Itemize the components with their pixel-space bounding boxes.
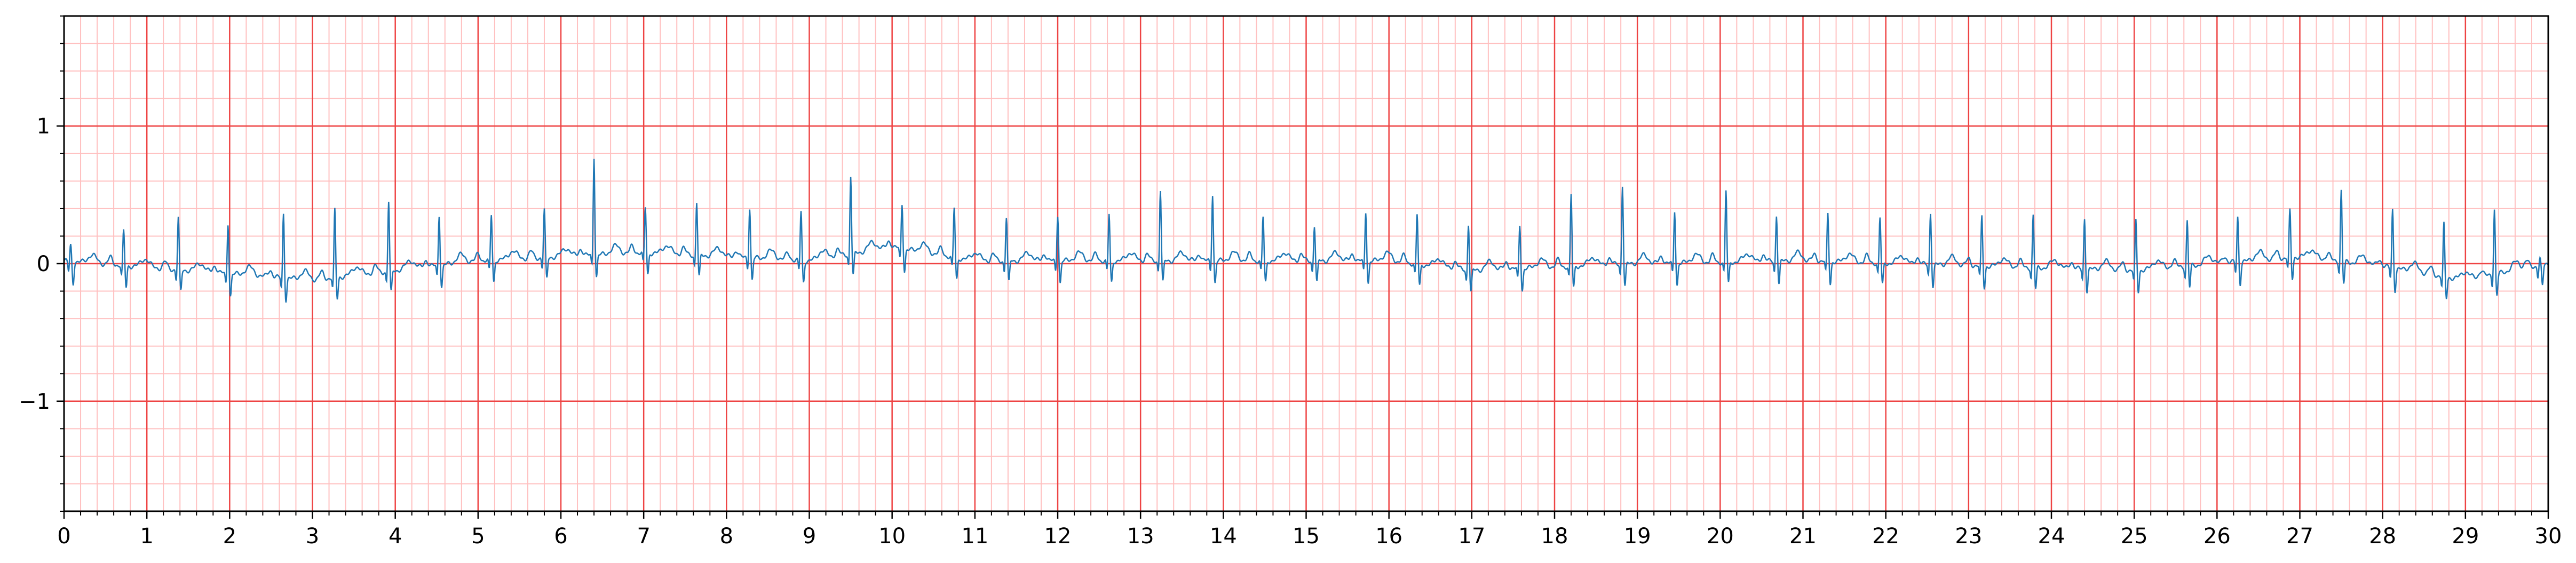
x-tick-labels: 0 1 2 3 4 5 6 7 8 9 10 11 12 13 14 15 16 17 18 19 20 21 22 23 24… xyxy=(57,524,2562,549)
x-tick-label: 2 xyxy=(223,524,236,549)
x-tick-label: 16 xyxy=(1375,524,1402,549)
x-tick-label: 6 xyxy=(554,524,567,549)
x-tick-label: 8 xyxy=(720,524,733,549)
x-tick-label: 10 xyxy=(878,524,906,549)
x-tick-label: 9 xyxy=(803,524,816,549)
ecg-trace xyxy=(63,158,2549,303)
x-tick-label: 18 xyxy=(1541,524,1568,549)
axis-ticks xyxy=(57,15,2549,519)
x-tick-label: 11 xyxy=(961,524,988,549)
x-tick-label: 1 xyxy=(140,524,153,549)
x-tick-label: 28 xyxy=(2369,524,2396,549)
x-tick-label: 23 xyxy=(1955,524,1982,549)
x-tick-label: 15 xyxy=(1293,524,1320,549)
x-tick-label: 24 xyxy=(2038,524,2065,549)
x-tick-label: 29 xyxy=(2452,524,2479,549)
x-tick-label: 25 xyxy=(2121,524,2148,549)
y-tick-label: 0 xyxy=(37,252,50,276)
x-tick-label: 12 xyxy=(1044,524,1072,549)
major-grid xyxy=(64,16,2548,511)
x-tick-label: 17 xyxy=(1458,524,1485,549)
x-tick-label: 3 xyxy=(306,524,319,549)
x-tick-label: 22 xyxy=(1872,524,1899,549)
x-tick-label: 26 xyxy=(2204,524,2231,549)
x-tick-label: 21 xyxy=(1789,524,1817,549)
x-tick-label: 27 xyxy=(2286,524,2313,549)
x-tick-label: 5 xyxy=(471,524,485,549)
y-tick-labels: 1 0 −1 xyxy=(19,114,50,414)
y-tick-label: 1 xyxy=(37,114,50,139)
x-tick-label: 14 xyxy=(1210,524,1237,549)
x-tick-label: 19 xyxy=(1624,524,1651,549)
x-tick-label: 0 xyxy=(57,524,70,549)
x-tick-label: 7 xyxy=(637,524,650,549)
x-tick-label: 13 xyxy=(1127,524,1154,549)
x-tick-label: 4 xyxy=(389,524,402,549)
y-tick-label: −1 xyxy=(19,390,50,414)
x-tick-label: 20 xyxy=(1707,524,1734,549)
x-tick-label: 30 xyxy=(2535,524,2562,549)
